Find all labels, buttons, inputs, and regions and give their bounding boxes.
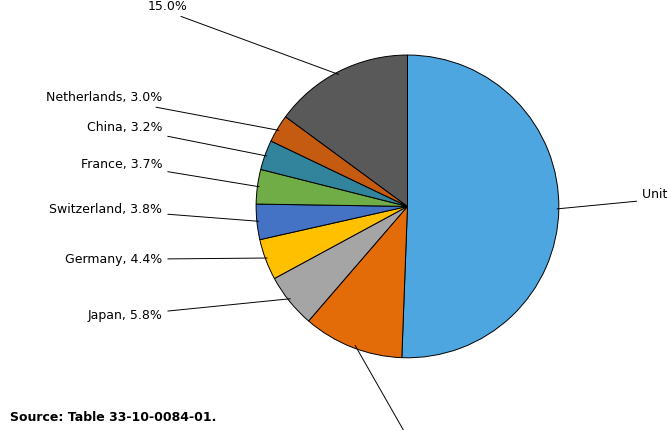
Wedge shape <box>260 206 407 279</box>
Wedge shape <box>285 55 407 206</box>
Text: China, 3.2%: China, 3.2% <box>87 121 267 156</box>
Text: United Kingdom,
10.8%: United Kingdom, 10.8% <box>355 345 467 430</box>
Text: Japan, 5.8%: Japan, 5.8% <box>88 299 291 322</box>
Text: Source: Table 33-10-0084-01.: Source: Table 33-10-0084-01. <box>10 411 216 424</box>
Text: Netherlands, 3.0%: Netherlands, 3.0% <box>46 91 279 130</box>
Text: Switzerland, 3.8%: Switzerland, 3.8% <box>49 203 259 221</box>
Text: France, 3.7%: France, 3.7% <box>81 157 259 187</box>
Wedge shape <box>402 55 559 358</box>
Text: Rest of the world,
15.0%: Rest of the world, 15.0% <box>77 0 339 74</box>
Wedge shape <box>309 206 407 358</box>
Text: Germany, 4.4%: Germany, 4.4% <box>65 253 267 266</box>
Wedge shape <box>271 117 407 206</box>
Wedge shape <box>256 169 407 206</box>
Wedge shape <box>261 141 407 206</box>
Wedge shape <box>256 204 407 240</box>
Wedge shape <box>275 206 407 321</box>
Text: United States, 50.9%: United States, 50.9% <box>557 188 668 209</box>
